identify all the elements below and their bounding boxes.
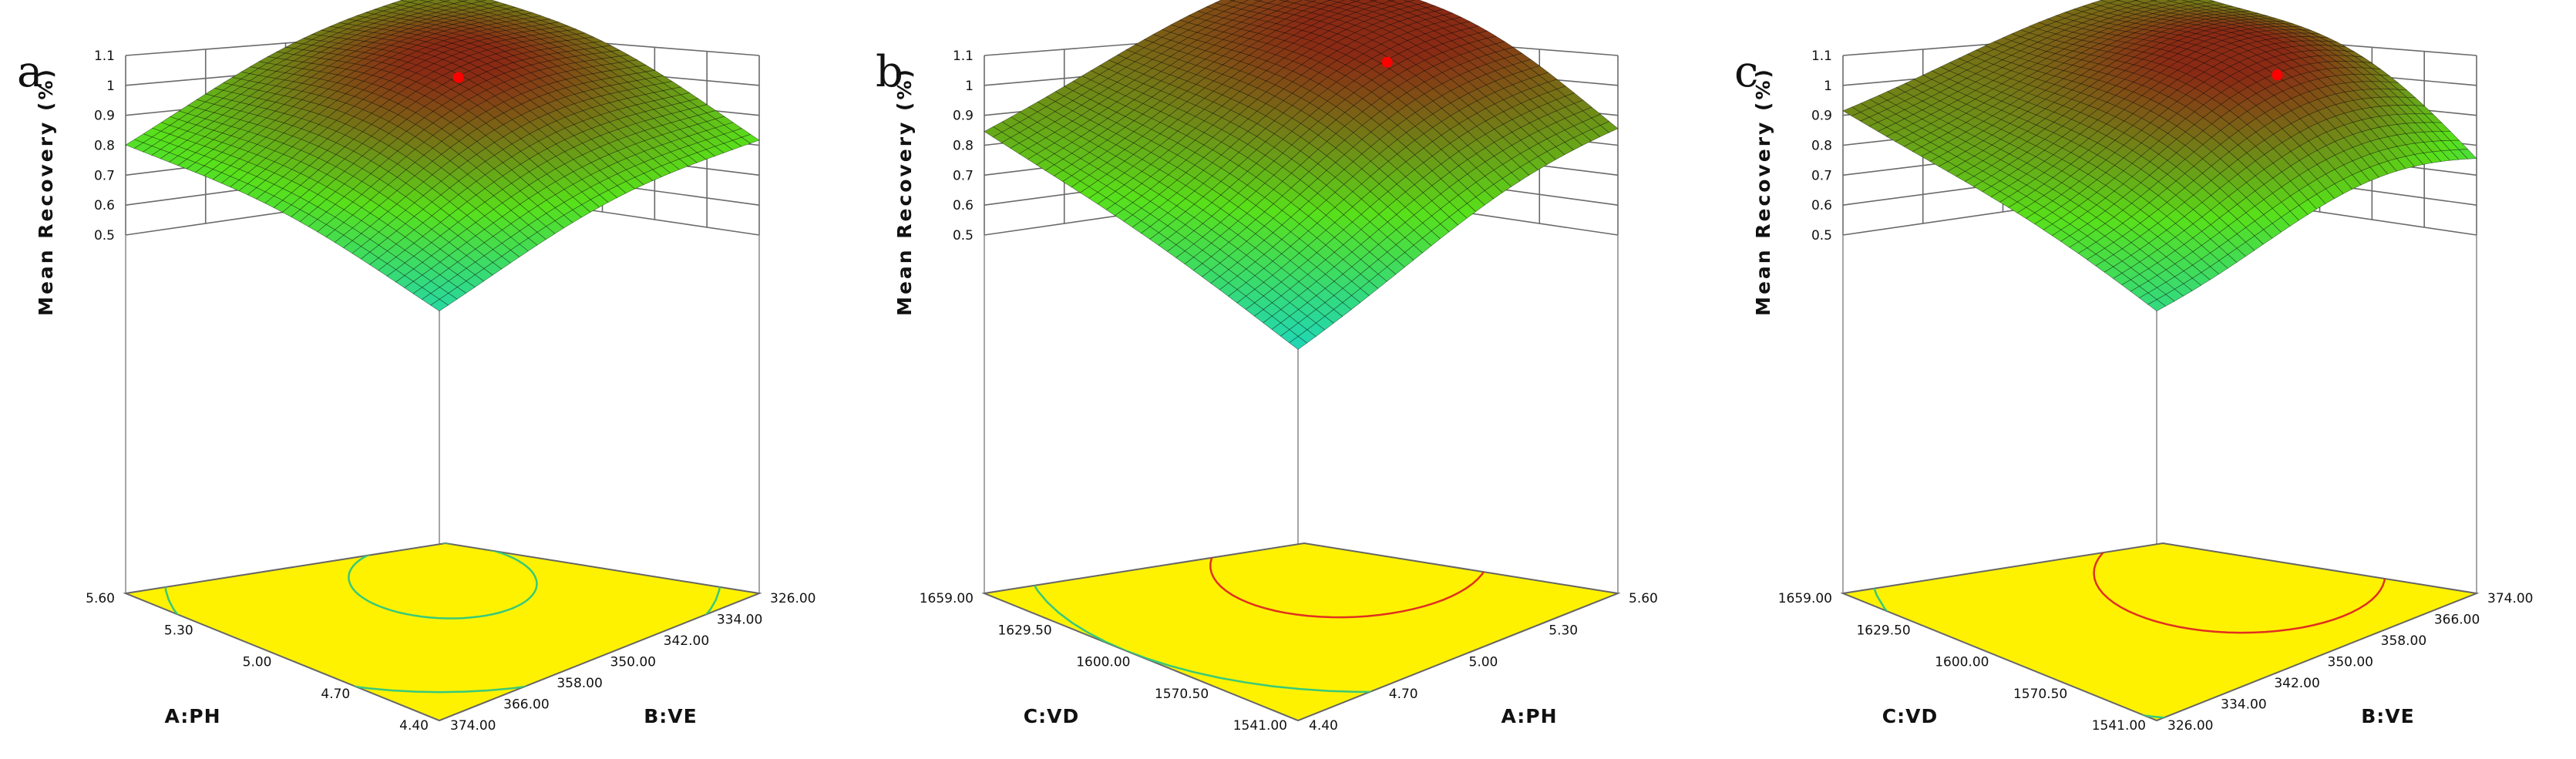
z-tick-label: 0.6 [953, 198, 974, 213]
right-axis-tick-label: 358.00 [557, 676, 602, 691]
right-axis-tick-label: 5.60 [1629, 591, 1658, 606]
z-tick-label: 1.1 [953, 49, 974, 64]
z-tick-label: 0.7 [1811, 168, 1832, 183]
right-axis-tick-label: 5.00 [1469, 655, 1498, 670]
z-tick-label: 0.9 [953, 109, 974, 124]
z-axis-title: Mean Recovery (%) [35, 67, 57, 316]
z-tick-label: 0.5 [1811, 228, 1832, 243]
chart-panel-a: 0.5 0.6 0.7 0.8 0.9 1 1.1 Mean Recovery (%)a 4.4… [17, 0, 816, 734]
z-tick-label: 1.1 [94, 49, 115, 64]
surface-facet [1349, 0, 1361, 2]
left-axis-tick-label: 1659.00 [920, 591, 974, 606]
surface-facet [456, 0, 469, 2]
right-axis-tick-label: 5.30 [1549, 623, 1578, 638]
surface-facet [430, 299, 449, 311]
panel-letter: a [17, 47, 42, 97]
response-surface [125, 0, 760, 311]
left-axis-tick-label: 1600.00 [1935, 655, 1989, 670]
left-axis-title: C:VD [1882, 705, 1938, 727]
left-axis-tick-label: 5.30 [164, 623, 193, 638]
surface-facet [439, 0, 451, 2]
chart-panel-b: 0.5 0.6 0.7 0.8 0.9 1 1.1 Mean Recovery (%)b 154… [876, 0, 1658, 734]
left-axis-tick-label: 1600.00 [1076, 655, 1130, 670]
z-axis-title: Mean Recovery (%) [1752, 67, 1774, 316]
z-tick-label: 0.7 [953, 168, 974, 183]
response-surface [984, 0, 1619, 350]
left-axis-tick-label: 1570.50 [2013, 687, 2067, 702]
left-axis-title: A:PH [164, 705, 220, 727]
chart-panel-c: 0.5 0.6 0.7 0.8 0.9 1 1.1 Mean Recovery (%)c 154… [1734, 0, 2533, 734]
z-tick-label: 0.8 [94, 139, 115, 154]
optimum-point [2272, 69, 2283, 81]
right-axis-tick-label: 366.00 [2434, 613, 2480, 628]
z-tick-label: 0.5 [94, 228, 115, 243]
surface-facet [1289, 336, 1308, 350]
surface-facet [474, 0, 487, 2]
right-axis-title: A:PH [1501, 705, 1557, 727]
right-axis-tick-label: 334.00 [717, 613, 762, 628]
right-axis-tick-label: 358.00 [2381, 633, 2426, 649]
z-tick-label: 0.9 [94, 109, 115, 124]
left-axis-tick-label: 1541.00 [2092, 718, 2146, 734]
contour-line [1209, 543, 1490, 619]
z-tick-label: 0.6 [94, 198, 115, 213]
right-axis-title: B:VE [644, 705, 697, 727]
right-axis-tick-label: 4.40 [1309, 718, 1338, 734]
left-axis-tick-label: 1629.50 [1856, 623, 1910, 638]
right-axis-tick-label: 350.00 [610, 655, 656, 670]
response-surface [1842, 0, 2477, 311]
z-tick-label: 0.8 [953, 139, 974, 154]
left-axis-title: C:VD [1024, 705, 1079, 727]
z-tick-label: 0.8 [1811, 139, 1832, 154]
z-tick-label: 0.9 [1811, 109, 1832, 124]
contour-floor [1840, 542, 2480, 722]
right-axis-tick-label: 326.00 [2167, 718, 2213, 734]
contour-floor [123, 542, 762, 722]
right-axis-tick-label: 342.00 [2274, 676, 2319, 691]
z-axis-title: Mean Recovery (%) [893, 67, 916, 316]
contour-floor [981, 542, 1621, 722]
left-axis-tick-label: 1629.50 [997, 623, 1051, 638]
right-axis-tick-label: 350.00 [2328, 655, 2373, 670]
left-axis-tick-label: 1541.00 [1233, 718, 1287, 734]
z-tick-label: 0.6 [1811, 198, 1832, 213]
right-axis-tick-label: 4.70 [1389, 687, 1418, 702]
contour-line [2093, 543, 2386, 634]
right-axis-tick-label: 374.00 [2487, 591, 2533, 606]
optimum-point [1381, 56, 1393, 68]
right-axis-tick-label: 326.00 [770, 591, 816, 606]
panel-letter: b [876, 47, 903, 97]
right-axis-tick-label: 342.00 [664, 633, 709, 649]
contour-line [1868, 543, 2477, 720]
right-axis-title: B:VE [2361, 705, 2414, 727]
panel-letter: c [1734, 47, 1758, 97]
surface-facet [2147, 299, 2167, 311]
z-tick-label: 0.5 [953, 228, 974, 243]
z-tick-label: 1 [965, 79, 974, 94]
left-axis-tick-label: 4.40 [399, 718, 429, 734]
left-axis-tick-label: 5.60 [86, 591, 115, 606]
left-axis-tick-label: 1659.00 [1778, 591, 1832, 606]
left-axis-tick-label: 5.00 [243, 655, 272, 670]
z-tick-label: 1 [1824, 79, 1832, 94]
optimum-point [452, 72, 464, 83]
z-tick-label: 1 [106, 79, 115, 94]
left-axis-tick-label: 4.70 [321, 687, 350, 702]
right-axis-tick-label: 374.00 [450, 718, 496, 734]
right-axis-tick-label: 334.00 [2221, 697, 2266, 713]
z-tick-label: 0.7 [94, 168, 115, 183]
right-axis-tick-label: 366.00 [503, 697, 549, 713]
z-tick-label: 1.1 [1811, 49, 1832, 64]
left-axis-tick-label: 1570.50 [1155, 687, 1209, 702]
